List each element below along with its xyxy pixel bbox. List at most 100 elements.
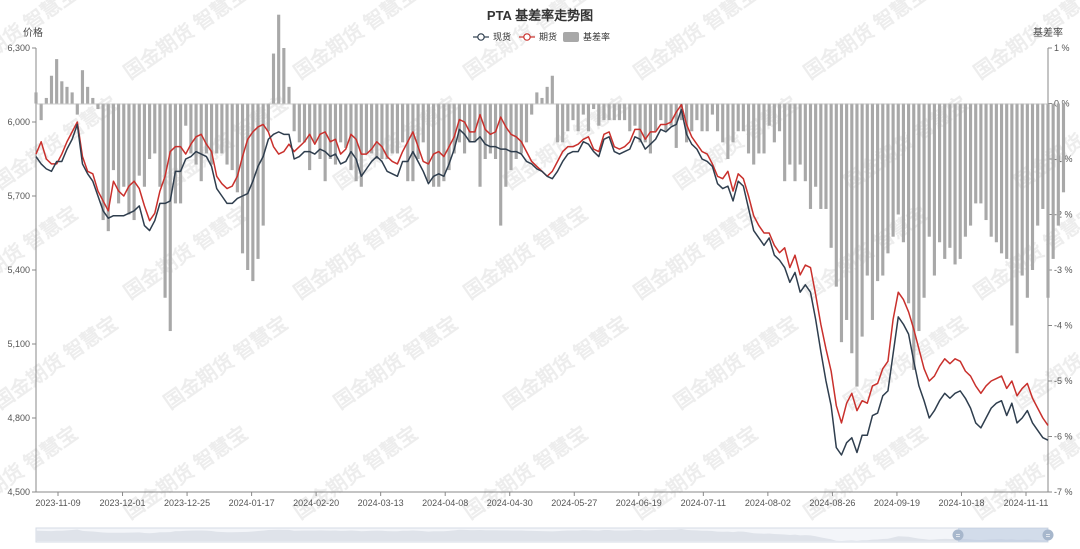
legend-item-spot[interactable]: 现货	[473, 31, 511, 42]
basis-bar	[39, 103, 43, 121]
basis-bar	[979, 103, 983, 204]
basis-bar	[117, 103, 121, 204]
datazoom-right-handle[interactable]	[1042, 529, 1054, 541]
basis-bar	[958, 103, 962, 259]
basis-bar	[49, 75, 54, 104]
basis-bar	[1015, 103, 1019, 354]
x-tick-label: 2024-04-30	[487, 498, 533, 508]
basis-bar	[91, 97, 95, 104]
basis-bar	[948, 103, 952, 248]
legend-item-basis[interactable]: 基差率	[563, 31, 610, 42]
datazoom-slider[interactable]: = =	[35, 527, 1054, 543]
basis-bar	[633, 103, 637, 126]
basis-bar	[153, 103, 157, 154]
datazoom-left-handle[interactable]	[952, 529, 964, 541]
basis-bar	[700, 103, 704, 132]
basis-bar	[597, 103, 601, 126]
basis-bar	[60, 81, 64, 104]
basis-bar	[757, 103, 761, 154]
left-tick-label: 4,500	[7, 487, 30, 497]
basis-bar	[705, 103, 709, 132]
basis-bar	[333, 103, 338, 165]
basis-bar	[215, 103, 219, 154]
legend-futures-marker	[523, 33, 531, 41]
watermark-text: 国金期货 智慧宝	[329, 311, 462, 414]
basis-bar	[519, 103, 523, 154]
datazoom-right-handle-grip: =	[1046, 531, 1051, 540]
basis-bar	[736, 103, 740, 132]
basis-bar	[266, 103, 270, 132]
basis-bar	[55, 59, 59, 104]
basis-bar	[204, 103, 208, 154]
basis-bar	[612, 103, 616, 121]
basis-bar	[592, 103, 596, 110]
price-lines	[35, 103, 1049, 456]
basis-bar	[111, 103, 116, 171]
basis-bar	[550, 75, 554, 104]
basis-bar	[457, 103, 461, 143]
datazoom-left-handle-grip: =	[956, 531, 961, 540]
basis-bar	[354, 103, 358, 182]
legend-label-spot: 现货	[493, 31, 511, 42]
basis-bar	[938, 103, 942, 243]
basis-bar	[209, 103, 214, 165]
basis-bar	[922, 103, 926, 298]
basis-bar	[395, 103, 399, 154]
basis-bar	[638, 103, 642, 143]
basis-bar	[530, 103, 534, 115]
basis-bar	[891, 103, 895, 237]
basis-bar	[731, 103, 735, 143]
watermark-text: 国金期货 智慧宝	[289, 421, 422, 524]
basis-bar	[777, 103, 782, 132]
basis-bar	[850, 103, 854, 354]
basis-bar	[240, 103, 245, 254]
basis-bar	[261, 103, 265, 226]
watermark-text: 国金期货 智慧宝	[839, 91, 972, 194]
x-tick-label: 2024-04-08	[422, 498, 468, 508]
basis-bar	[184, 103, 188, 126]
basis-bar	[1051, 103, 1055, 259]
basis-bar	[721, 103, 725, 143]
left-tick-label: 6,300	[7, 43, 30, 53]
basis-bar	[432, 103, 436, 187]
right-tick-label: -7 %	[1054, 487, 1073, 497]
basis-bar	[695, 103, 699, 121]
basis-bar	[246, 103, 250, 270]
left-tick-label: 5,100	[7, 339, 30, 349]
basis-bar	[1036, 103, 1040, 226]
basis-bar	[380, 103, 384, 159]
basis-bar	[741, 103, 745, 132]
basis-bar	[581, 103, 585, 115]
basis-bar	[628, 103, 632, 132]
basis-bar	[421, 103, 425, 143]
basis-bar	[292, 103, 296, 132]
basis-bar	[401, 103, 405, 143]
x-tick-label: 2023-11-09	[35, 498, 80, 508]
left-axis-ticks: 6,300 6,000 5,700 5,400 5,100 4,800 4,500	[7, 43, 36, 497]
basis-bar	[989, 103, 993, 237]
basis-bar	[101, 103, 105, 221]
datazoom-window[interactable]	[958, 528, 1048, 542]
basis-bar	[561, 103, 565, 143]
basis-bar	[994, 103, 998, 243]
basis-bar	[344, 103, 348, 148]
basis-bar	[323, 103, 327, 182]
basis-bar	[1005, 103, 1009, 259]
basis-bar	[999, 103, 1004, 254]
basis-bar	[473, 103, 477, 143]
watermark-text: 国金期货 智慧宝	[329, 91, 462, 194]
basis-bar	[75, 103, 79, 115]
basis-bar	[504, 103, 508, 187]
watermark-text: 国金期货 智慧宝	[159, 311, 292, 414]
left-tick-label: 5,700	[7, 191, 30, 201]
basis-bar	[974, 103, 978, 204]
basis-bar	[602, 103, 606, 121]
basis-bar	[907, 103, 911, 304]
legend[interactable]: 现货 期货 基差率	[473, 31, 610, 42]
basis-bar	[762, 103, 766, 154]
watermark-text: 国金期货 智慧宝	[629, 0, 762, 84]
basis-bar	[927, 103, 931, 237]
basis-bar	[870, 103, 875, 320]
basis-bar	[710, 103, 714, 115]
legend-item-futures[interactable]: 期货	[519, 31, 557, 42]
